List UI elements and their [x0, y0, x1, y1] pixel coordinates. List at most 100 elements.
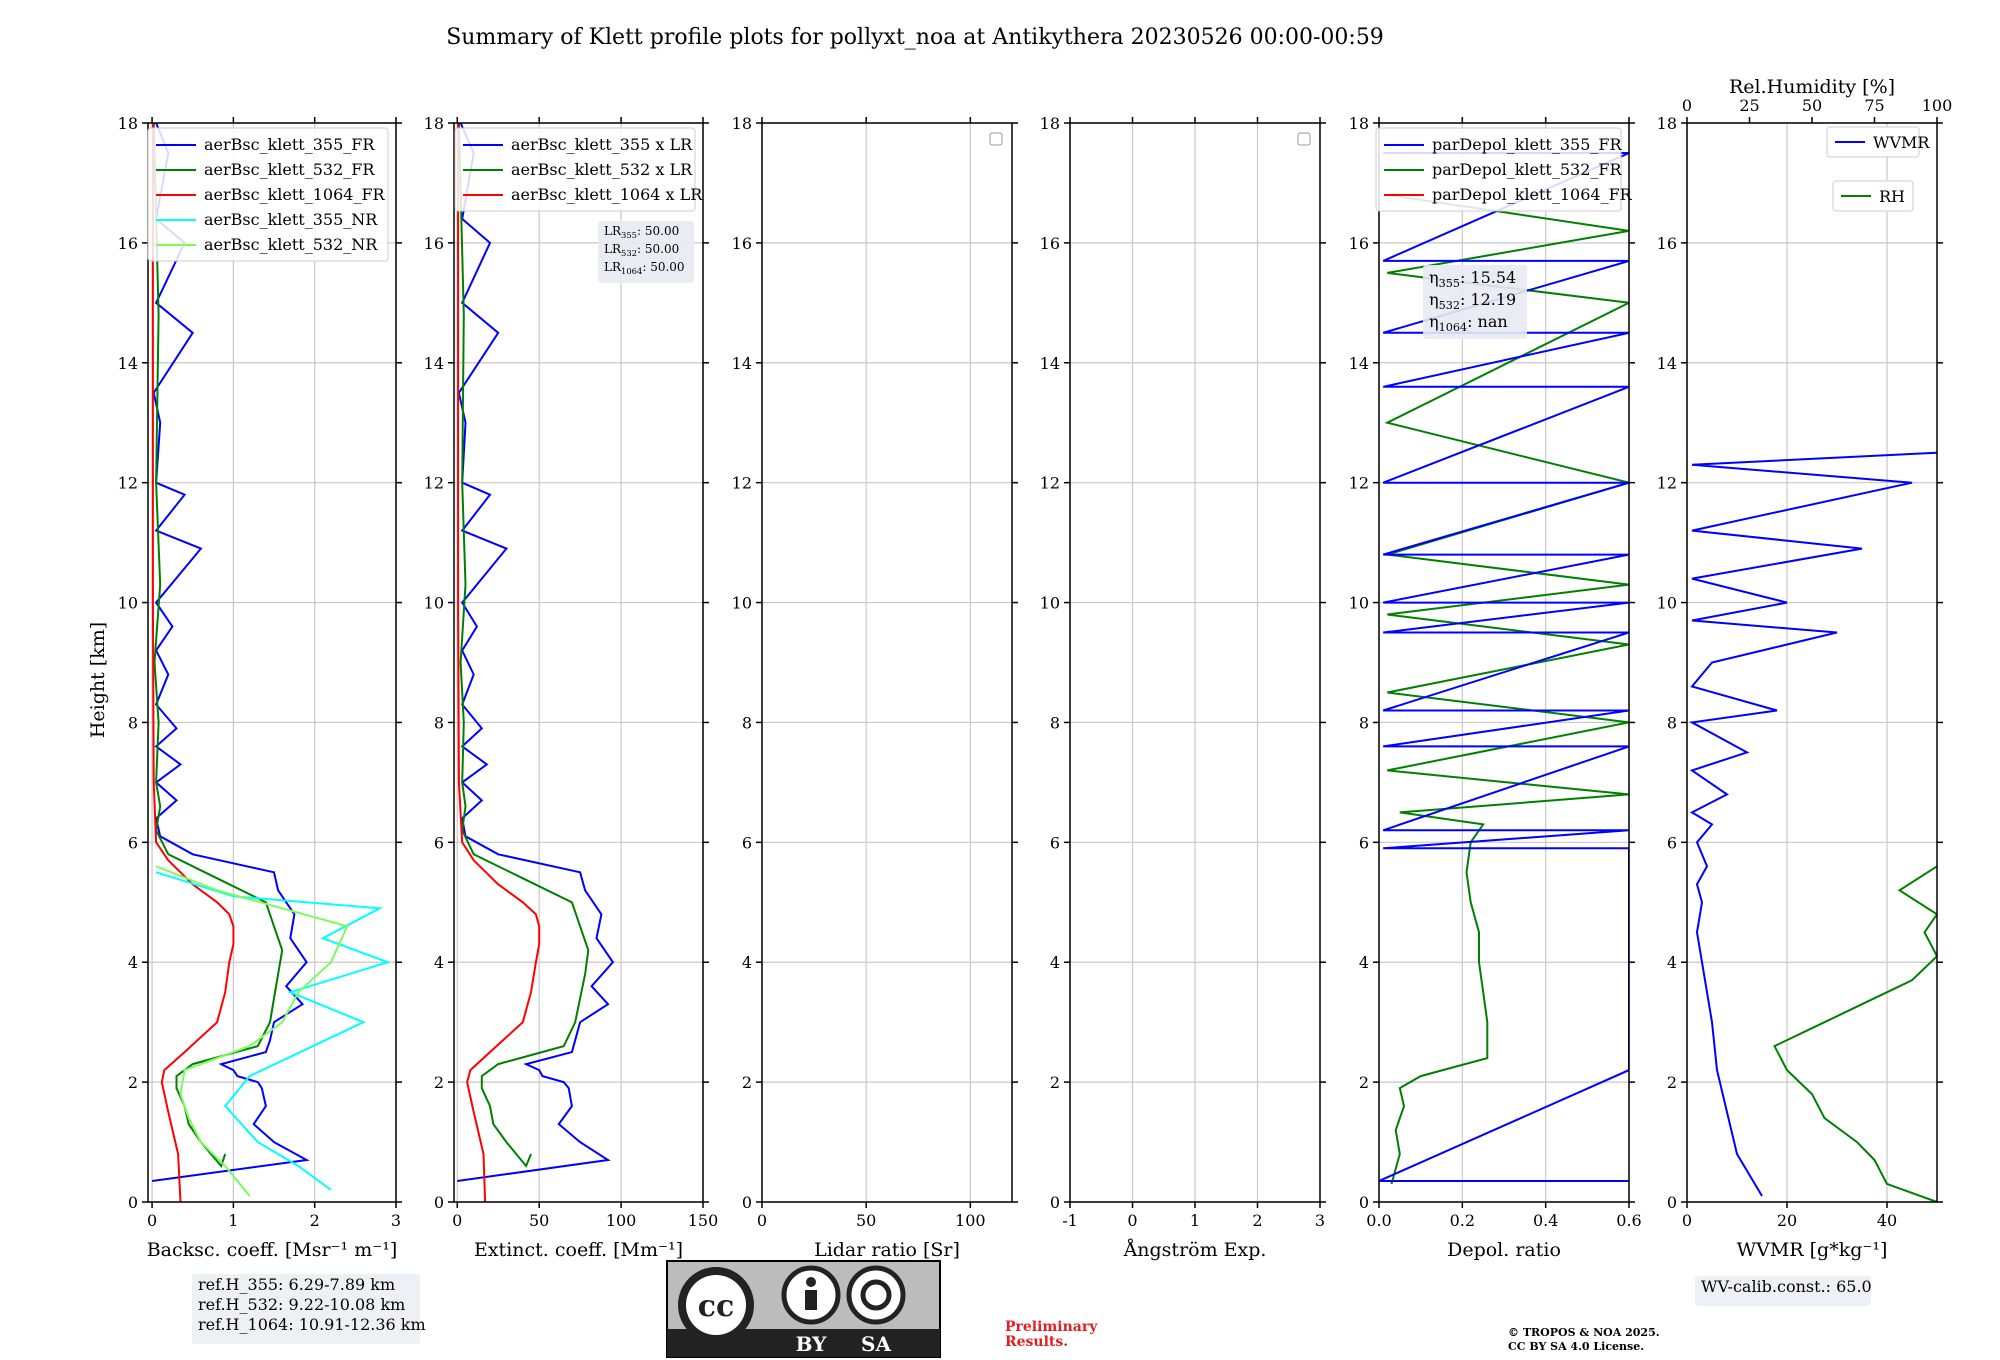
x-tick-label: 0.0	[1366, 1211, 1391, 1230]
top-axis-label: Rel.Humidity [%]	[1729, 76, 1895, 98]
annotation-line: η355: 15.54	[1429, 268, 1516, 290]
y-tick-label: 4	[1667, 953, 1677, 972]
top-tick-label: 100	[1922, 96, 1953, 115]
panel-lidar_ratio: 0 50 100 0 2 4 6 8 10 12 14 16 18 Lidar ratio [Sr]	[732, 114, 1018, 1261]
annotation-line: η532: 12.19	[1429, 290, 1516, 312]
y-tick-label: 4	[742, 953, 752, 972]
series-group	[457, 123, 615, 1202]
series-aerBsc_klett_532 x LR	[457, 123, 590, 1168]
x-tick-label: 3	[1315, 1211, 1325, 1230]
y-tick-label: 6	[1359, 833, 1369, 852]
preliminary-text-2: Results.	[1005, 1334, 1068, 1350]
legend-label: parDepol_klett_532_FR	[1432, 160, 1623, 179]
legend-box	[454, 127, 696, 212]
preliminary-text: Preliminary	[1005, 1319, 1098, 1335]
y-tick-label: 14	[732, 354, 752, 373]
legend-label: WVMR	[1873, 133, 1930, 152]
series-parDepol_klett_532_FR	[1384, 193, 1629, 1185]
y-tick-label: 10	[1657, 594, 1677, 613]
series-group	[151, 123, 392, 1202]
x-axis-label: Depol. ratio	[1447, 1239, 1561, 1261]
legend-label: aerBsc_klett_355_NR	[204, 210, 378, 229]
top-tick-label: 50	[1802, 96, 1822, 115]
figure-title: Summary of Klett profile plots for polly…	[446, 25, 1384, 50]
x-tick-label: 3	[391, 1211, 401, 1230]
series-aerBsc_klett_355_FR	[151, 123, 310, 1182]
series-group	[1688, 451, 1937, 1202]
x-tick-label: 0.2	[1450, 1211, 1475, 1230]
x-tick-label: 2	[1252, 1211, 1262, 1230]
info-line: WV-calib.const.: 65.0	[1701, 1277, 1872, 1296]
legend-label: aerBsc_klett_355 x LR	[511, 135, 693, 154]
info-line: ref.H_1064: 10.91-12.36 km	[198, 1315, 426, 1334]
y-tick-label: 12	[424, 474, 444, 493]
y-tick-label: 6	[1050, 833, 1060, 852]
plot-frame	[1378, 122, 1630, 1203]
y-tick-label: 14	[118, 354, 138, 373]
info-line: ref.H_532: 9.22-10.08 km	[198, 1295, 405, 1314]
top-tick-label: 0	[1682, 96, 1692, 115]
plot-frame	[761, 122, 1013, 1203]
series-aerBsc_klett_355 x LR	[457, 123, 615, 1182]
y-tick-label: 10	[118, 594, 138, 613]
y-tick-label: 0	[742, 1193, 752, 1212]
y-tick-label: 2	[128, 1073, 138, 1092]
sa-cycle-icon	[846, 1265, 906, 1325]
panel-wvmr: 0 20 40 0 2 4 6 8 10 12 14 16 18 WVMR [g*kg⁻¹] 0 25 50 75…	[1657, 76, 1953, 1306]
y-tick-label: 2	[742, 1073, 752, 1092]
y-tick-label: 18	[118, 114, 138, 133]
y-tick-label: 14	[1040, 354, 1060, 373]
y-tick-label: 2	[1667, 1073, 1677, 1092]
series-RH	[1773, 865, 1937, 1202]
y-tick-label: 16	[732, 234, 752, 253]
y-tick-label: 12	[1657, 474, 1677, 493]
y-tick-label: 8	[742, 713, 752, 732]
y-tick-label: 2	[1050, 1073, 1060, 1092]
x-tick-label: 0	[757, 1211, 767, 1230]
y-tick-label: 8	[128, 713, 138, 732]
legend-label: aerBsc_klett_1064_FR	[204, 185, 386, 204]
x-tick-label: 0	[1682, 1211, 1692, 1230]
y-tick-label: 14	[1349, 354, 1369, 373]
x-tick-label: 1	[1190, 1211, 1200, 1230]
annotation-line: η1064: nan	[1429, 312, 1508, 334]
y-tick-label: 14	[424, 354, 444, 373]
legend-label: parDepol_klett_1064_FR	[1432, 185, 1633, 204]
legend-label: RH	[1879, 187, 1905, 206]
plot-frame	[453, 122, 704, 1203]
y-tick-label: 14	[1657, 354, 1677, 373]
empty-legend-box	[989, 132, 1003, 146]
x-tick-label: 150	[688, 1211, 719, 1230]
info-line: ref.H_355: 6.29-7.89 km	[198, 1275, 395, 1294]
x-tick-label: 0	[452, 1211, 462, 1230]
y-tick-label: 6	[128, 833, 138, 852]
annotation-box	[1423, 265, 1527, 339]
x-axis-label: Lidar ratio [Sr]	[814, 1239, 960, 1261]
y-tick-label: 10	[1349, 594, 1369, 613]
top-tick-label: 75	[1864, 96, 1884, 115]
annotation-line: LR1064: 50.00	[604, 260, 685, 276]
y-tick-label: 12	[118, 474, 138, 493]
legend-box	[1832, 180, 1914, 212]
license-text: CC BY SA 4.0 License.	[1508, 1340, 1644, 1353]
legend-box	[147, 127, 389, 262]
x-tick-label: 0.6	[1616, 1211, 1641, 1230]
y-tick-label: 8	[434, 713, 444, 732]
panel-extinction: 0 50 100 150 0 2 4 6 8 10 12 14 16 18 Extinct. coeff. …	[424, 114, 719, 1261]
y-tick-label: 10	[732, 594, 752, 613]
y-tick-label: 0	[434, 1193, 444, 1212]
panel-depol: 0.0 0.2 0.4 0.6 0 2 4 6 8 10 12 14 16 18 Depol. ratio p…	[1349, 114, 1642, 1261]
annotation-line: LR532: 50.00	[604, 242, 679, 258]
y-tick-label: 0	[1050, 1193, 1060, 1212]
y-tick-label: 10	[424, 594, 444, 613]
y-tick-label: 18	[732, 114, 752, 133]
cc-by-label: BY	[796, 1332, 828, 1356]
legend-label: aerBsc_klett_1064 x LR	[511, 185, 703, 204]
y-tick-label: 2	[1359, 1073, 1369, 1092]
y-tick-label: 4	[1359, 953, 1369, 972]
y-tick-label: 18	[1349, 114, 1369, 133]
annotation-box	[598, 221, 694, 283]
y-tick-label: 6	[1667, 833, 1677, 852]
x-axis-label: Ångström Exp.	[1123, 1239, 1267, 1261]
y-tick-label: 16	[424, 234, 444, 253]
